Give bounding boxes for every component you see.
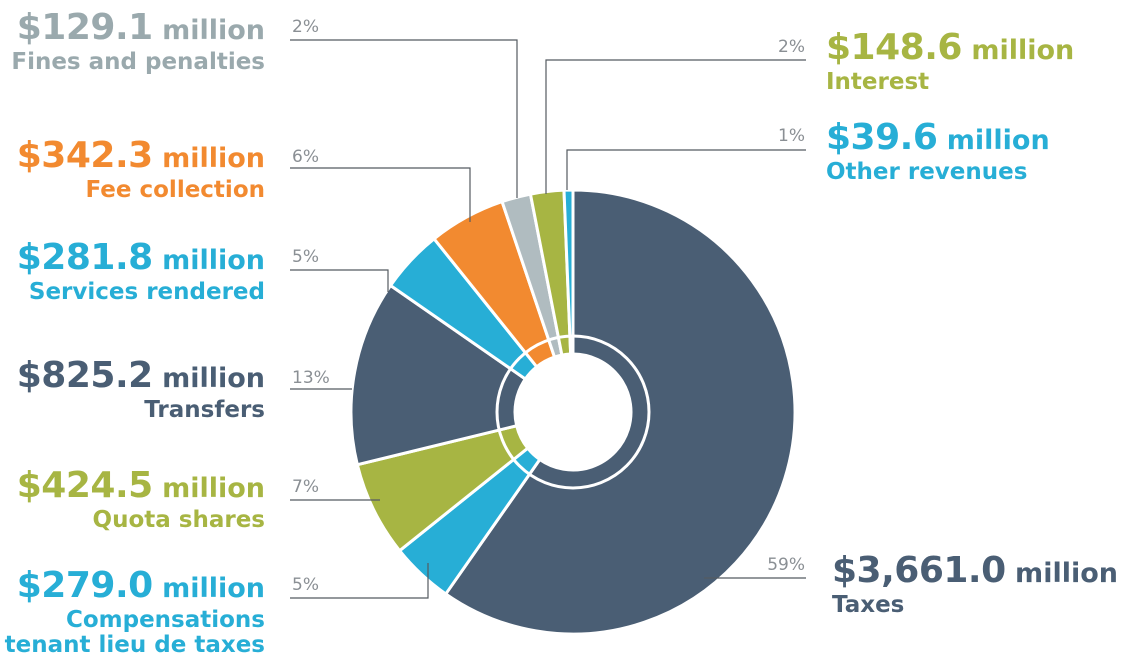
category-compensations-tenant-lieu-de-taxes: Compensations tenant lieu de taxes xyxy=(4,607,265,658)
inner-ring xyxy=(495,334,651,490)
leader-fines-and-penalties xyxy=(290,39,518,198)
category-interest: Interest xyxy=(826,69,930,95)
label-quota-shares: $424.5 million Quota shares xyxy=(17,468,265,533)
amount-value: $342.3 xyxy=(16,135,153,176)
amount-fines-and-penalties: $129.1 million xyxy=(11,10,265,46)
amount-fee-collection: $342.3 million xyxy=(17,138,265,174)
label-taxes: $3,661.0 million Taxes xyxy=(832,553,1118,618)
percent-label-quota-shares: 7% xyxy=(292,477,319,497)
amount-value: $279.0 xyxy=(16,565,153,606)
category-taxes: Taxes xyxy=(832,592,905,618)
percent-label-compensations-tenant-lieu-de-taxes: 5% xyxy=(292,575,319,595)
amount-services-rendered: $281.8 million xyxy=(17,240,265,276)
category-transfers: Transfers xyxy=(144,397,265,423)
amount-value: $825.2 xyxy=(16,355,153,396)
percent-label-fines-and-penalties: 2% xyxy=(292,17,319,37)
slice-taxes xyxy=(444,188,797,636)
label-fee-collection: $342.3 million Fee collection xyxy=(17,138,265,203)
leader-lines xyxy=(290,39,806,599)
category-fines-and-penalties: Fines and penalties xyxy=(11,49,265,75)
amount-unit: million xyxy=(152,15,265,46)
label-compensations-tenant-lieu-de-taxes: $279.0 million Compensations tenant lieu d… xyxy=(5,568,265,658)
amount-unit: million xyxy=(1005,558,1118,589)
percent-label-fee-collection: 6% xyxy=(292,147,319,167)
amount-unit: million xyxy=(152,473,265,504)
leader-other-revenues xyxy=(566,149,806,190)
category-other-revenues: Other revenues xyxy=(826,159,1028,185)
amount-value: $148.6 xyxy=(826,27,962,68)
percent-label-interest: 2% xyxy=(778,37,805,57)
amount-value: $424.5 xyxy=(16,465,153,506)
label-other-revenues: $39.6 million Other revenues xyxy=(826,120,1050,185)
category-quota-shares: Quota shares xyxy=(92,507,265,533)
amount-unit: million xyxy=(937,125,1050,156)
leader-interest xyxy=(545,59,806,194)
leader-services-rendered xyxy=(290,269,389,292)
percent-label-transfers: 13% xyxy=(292,368,330,388)
category-services-rendered: Services rendered xyxy=(28,279,265,305)
amount-value: $39.6 xyxy=(826,117,938,158)
amount-transfers: $825.2 million xyxy=(17,358,265,394)
label-services-rendered: $281.8 million Services rendered xyxy=(17,240,265,305)
label-fines-and-penalties: $129.1 million Fines and penalties xyxy=(11,10,265,75)
label-transfers: $825.2 million Transfers xyxy=(17,358,265,423)
amount-unit: million xyxy=(961,35,1075,66)
slice-transfers xyxy=(349,284,527,467)
leader-compensations-tenant-lieu-de-taxes xyxy=(290,563,429,599)
amount-quota-shares: $424.5 million xyxy=(17,468,265,504)
amount-value: $3,661.0 xyxy=(832,550,1006,591)
slice-other-revenues xyxy=(562,188,575,356)
amount-value: $129.1 xyxy=(16,7,153,48)
percent-labels: 59% 5% 7% 13% 5% 6% 2% 2% 1% xyxy=(292,17,805,595)
percent-label-other-revenues: 1% xyxy=(778,126,805,146)
amount-interest: $148.6 million xyxy=(826,30,1074,66)
amount-taxes: $3,661.0 million xyxy=(832,553,1118,589)
amount-other-revenues: $39.6 million xyxy=(826,120,1050,156)
percent-label-taxes: 59% xyxy=(767,555,805,575)
amount-value: $281.8 xyxy=(16,237,153,278)
leader-fee-collection xyxy=(290,167,471,222)
label-interest: $148.6 million Interest xyxy=(826,30,1074,95)
category-fee-collection: Fee collection xyxy=(85,177,265,203)
donut-slices xyxy=(349,188,797,636)
amount-unit: million xyxy=(152,245,265,276)
amount-unit: million xyxy=(152,143,265,174)
amount-unit: million xyxy=(152,573,265,604)
percent-label-services-rendered: 5% xyxy=(292,247,319,267)
amount-unit: million xyxy=(152,363,265,394)
amount-compensations-tenant-lieu-de-taxes: $279.0 million xyxy=(5,568,265,604)
